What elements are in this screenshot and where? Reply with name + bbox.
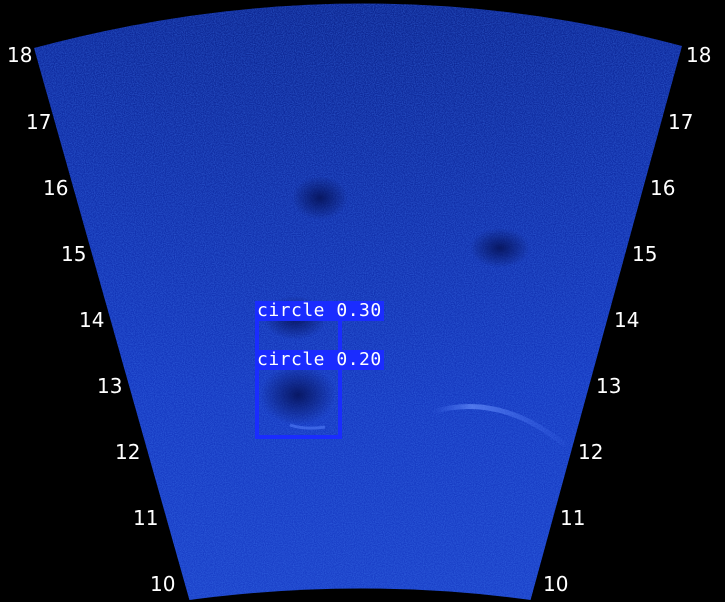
range-label-right-16: 16 xyxy=(650,176,676,200)
range-label-left-13: 13 xyxy=(97,374,123,398)
range-label-left-10: 10 xyxy=(150,572,176,596)
shadow-blob xyxy=(470,228,530,268)
shadow-blob xyxy=(260,365,336,425)
range-label-left-17: 17 xyxy=(26,110,52,134)
range-label-right-18: 18 xyxy=(686,43,712,67)
detection-tag-circle-0-30: circle 0.30 xyxy=(255,300,384,321)
range-label-right-13: 13 xyxy=(596,374,622,398)
range-label-left-11: 11 xyxy=(133,506,159,530)
range-label-left-12: 12 xyxy=(115,440,141,464)
echo-arc-faint xyxy=(289,423,326,430)
range-label-left-16: 16 xyxy=(43,176,69,200)
range-label-left-18: 18 xyxy=(7,43,33,67)
echo-arc xyxy=(431,404,567,447)
shadow-blob xyxy=(292,176,348,220)
range-label-right-11: 11 xyxy=(560,506,586,530)
range-label-left-15: 15 xyxy=(61,242,87,266)
range-label-left-14: 14 xyxy=(79,308,105,332)
range-label-right-15: 15 xyxy=(632,242,658,266)
range-label-right-17: 17 xyxy=(668,110,694,134)
range-label-right-10: 10 xyxy=(543,572,569,596)
range-label-right-14: 14 xyxy=(614,308,640,332)
range-label-right-12: 12 xyxy=(578,440,604,464)
sonar-near-edge xyxy=(175,588,545,602)
detection-tag-circle-0-20: circle 0.20 xyxy=(255,349,384,370)
